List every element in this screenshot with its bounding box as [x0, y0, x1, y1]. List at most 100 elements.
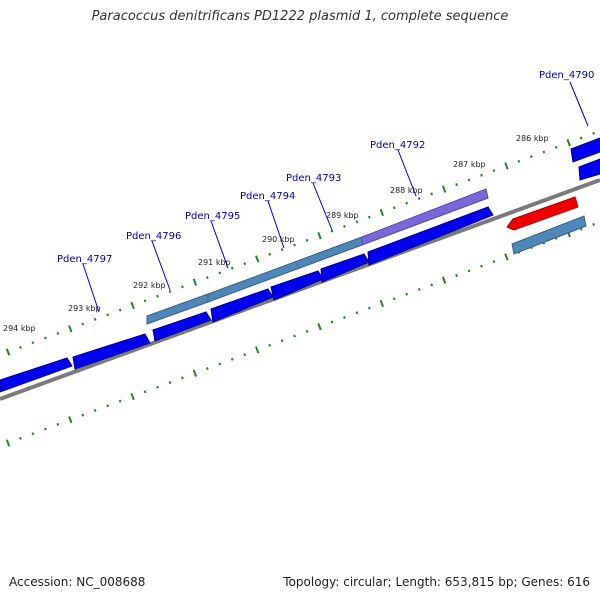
- outer-minor-tick: [31, 341, 35, 345]
- cds-arrow-8: [570, 137, 600, 163]
- tick-label-290: 290 kbp: [262, 235, 295, 244]
- outer-minor-tick: [305, 238, 309, 242]
- outer-minor-tick: [480, 173, 483, 177]
- outer-major-tick: [379, 208, 384, 217]
- inner-minor-tick: [118, 399, 122, 403]
- outer-minor-tick: [592, 131, 595, 135]
- gene-bar-purple: [361, 188, 489, 246]
- tick-label-289: 289 kbp: [326, 211, 359, 220]
- tick-label-287: 287 kbp: [453, 160, 486, 169]
- sequence-stats-text: Topology: circular; Length: 653,815 bp; …: [283, 575, 590, 589]
- inner-major-tick: [504, 253, 509, 261]
- tick-label-293: 293 kbp: [68, 304, 101, 313]
- gene-bar-red: [506, 196, 579, 231]
- inner-minor-tick: [81, 413, 85, 417]
- inner-major-tick: [441, 276, 447, 284]
- outer-minor-tick: [430, 192, 434, 196]
- outer-major-tick: [566, 139, 571, 147]
- gene-bar-steelblue-right: [511, 215, 587, 255]
- inner-minor-tick: [305, 329, 309, 333]
- inner-minor-tick: [480, 264, 483, 268]
- inner-minor-tick: [143, 390, 147, 394]
- outer-minor-tick: [44, 336, 47, 340]
- leader-pden-4793: [312, 182, 333, 231]
- outer-minor-tick: [56, 331, 60, 335]
- tick-label-288: 288 kbp: [390, 186, 423, 195]
- outer-minor-tick: [156, 294, 159, 298]
- inner-major-tick: [192, 369, 198, 377]
- outer-major-tick: [192, 278, 198, 286]
- outer-minor-tick: [455, 183, 458, 187]
- outer-minor-tick: [230, 266, 234, 270]
- leader-pden-4795: [210, 220, 229, 269]
- gene-labels: Pden_4790 Pden_4792 Pden_4793 Pden_4794 …: [57, 70, 594, 265]
- inner-minor-tick: [218, 362, 222, 366]
- inner-minor-tick: [156, 385, 159, 389]
- inner-major-tick: [68, 416, 73, 424]
- outer-minor-tick: [181, 285, 184, 289]
- leader-pden-4797: [82, 263, 100, 313]
- outer-minor-tick: [243, 262, 247, 266]
- outer-minor-tick: [143, 299, 147, 303]
- inner-minor-tick: [417, 288, 421, 291]
- outer-minor-tick: [293, 243, 296, 247]
- inner-minor-tick: [430, 283, 434, 287]
- inner-minor-tick: [592, 222, 595, 226]
- outer-minor-tick: [168, 290, 172, 294]
- leader-pden-4792: [397, 149, 417, 197]
- outer-minor-tick: [118, 308, 122, 312]
- backbone-line: [0, 178, 600, 401]
- inner-minor-tick: [280, 339, 284, 343]
- inner-minor-tick: [268, 343, 272, 347]
- inner-major-tick: [130, 392, 135, 401]
- gene-label-pden-4793: Pden_4793: [286, 173, 341, 184]
- outer-major-tick: [5, 348, 11, 356]
- inner-minor-tick: [293, 334, 296, 338]
- leader-pden-4790: [569, 81, 589, 127]
- tick-label-286: 286 kbp: [516, 134, 549, 143]
- map-title: Paracoccus denitrificans PD1222 plasmid …: [91, 9, 509, 24]
- outer-minor-tick: [392, 206, 396, 210]
- feature-track-outer: [146, 188, 587, 325]
- cds-arrow-3: [152, 311, 212, 342]
- inner-minor-tick: [492, 260, 496, 264]
- inner-minor-tick: [405, 292, 409, 296]
- label-leader-lines: [82, 81, 589, 313]
- inner-minor-tick: [455, 274, 458, 278]
- inner-minor-tick: [355, 311, 359, 315]
- outer-minor-tick: [106, 313, 110, 317]
- inner-minor-tick: [230, 357, 234, 361]
- tick-label-294: 294 kbp: [3, 324, 36, 333]
- cds-arrow-9: [578, 158, 600, 181]
- gene-label-pden-4794: Pden_4794: [240, 191, 295, 202]
- accession-text: Accession: NC_008688: [9, 575, 146, 589]
- inner-minor-tick: [31, 432, 35, 436]
- outer-minor-tick: [355, 220, 359, 224]
- cds-arrow-7: [367, 206, 494, 266]
- outer-minor-tick: [517, 159, 521, 163]
- inner-minor-tick: [44, 427, 47, 431]
- outer-minor-tick: [417, 197, 421, 200]
- inner-minor-tick: [56, 422, 60, 426]
- inner-minor-tick: [330, 320, 334, 324]
- outer-minor-tick: [280, 248, 284, 252]
- inner-minor-tick: [367, 306, 371, 310]
- inner-minor-tick: [205, 367, 209, 371]
- outer-major-tick: [130, 301, 135, 310]
- leader-pden-4794: [267, 200, 285, 249]
- gene-label-pden-4797: Pden_4797: [57, 254, 112, 265]
- outer-minor-tick: [529, 155, 533, 159]
- inner-minor-tick: [93, 408, 97, 412]
- leader-pden-4796: [151, 240, 171, 291]
- inner-minor-tick: [181, 376, 184, 380]
- inner-minor-tick: [392, 297, 396, 301]
- inner-major-tick: [5, 439, 11, 447]
- outer-minor-tick: [19, 345, 22, 349]
- gene-label-pden-4790: Pden_4790: [539, 70, 594, 81]
- gene-label-pden-4796: Pden_4796: [126, 231, 181, 242]
- tick-label-292: 292 kbp: [133, 281, 166, 290]
- cds-track: [0, 137, 600, 393]
- outer-minor-tick: [343, 224, 346, 228]
- outer-minor-tick: [405, 201, 409, 205]
- gene-label-pden-4792: Pden_4792: [370, 140, 425, 151]
